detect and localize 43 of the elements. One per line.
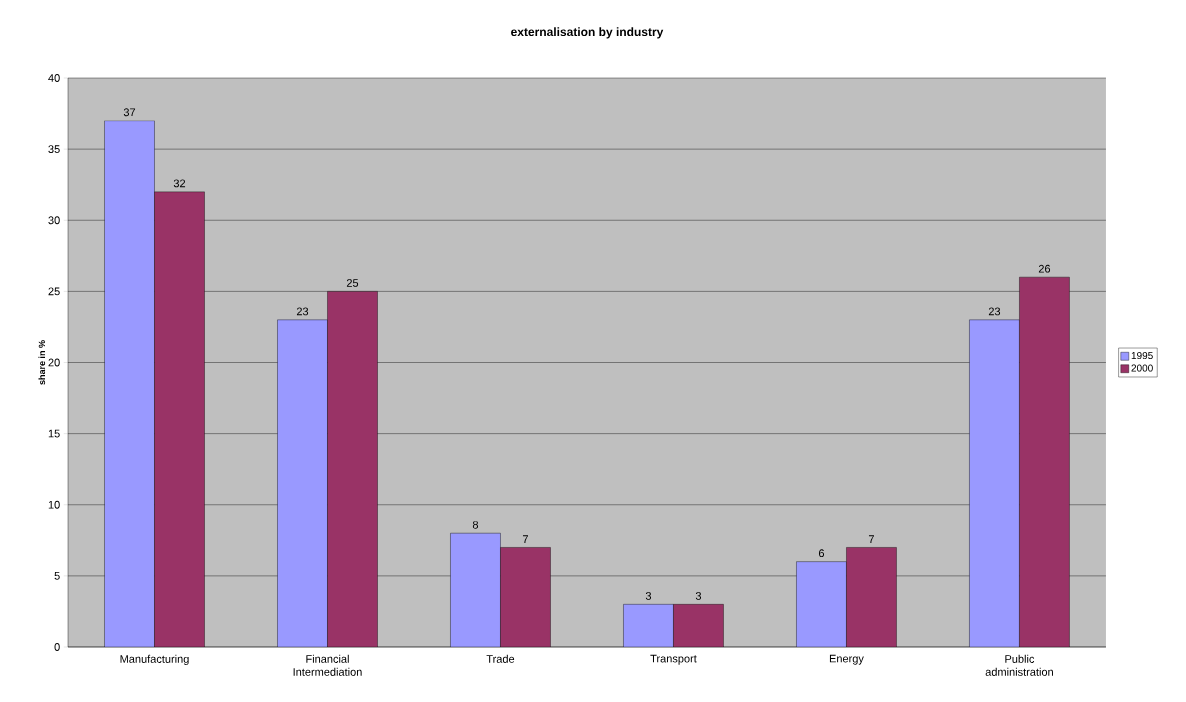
bar	[450, 533, 501, 647]
y-tick-label: 5	[54, 572, 60, 580]
data-label: 32	[173, 179, 186, 188]
bar	[154, 191, 205, 647]
bar	[969, 319, 1020, 647]
data-label: 37	[123, 108, 136, 117]
data-label: 23	[296, 307, 309, 316]
y-tick-label: 35	[48, 145, 60, 154]
chart-title: externalisation by industry	[511, 27, 664, 39]
bar	[623, 604, 674, 647]
x-tick-label: Transport	[650, 654, 697, 665]
y-tick-label: 15	[48, 429, 60, 438]
data-label: 3	[695, 592, 702, 600]
y-tick-label: 30	[48, 216, 60, 225]
data-label: 6	[818, 549, 825, 558]
bar	[673, 604, 724, 647]
data-label: 7	[868, 535, 874, 543]
x-tick-label: Financial Intermediation	[293, 654, 362, 676]
data-label: 26	[1038, 264, 1051, 273]
y-tick-label: 20	[48, 358, 60, 367]
y-tick-label: 25	[48, 287, 60, 296]
y-tick-label: 0	[54, 643, 60, 651]
bar	[796, 561, 847, 647]
legend-label: 2000	[1131, 364, 1153, 372]
bar	[104, 120, 155, 647]
data-label: 3	[645, 592, 652, 600]
bar	[846, 547, 897, 647]
x-tick-label: Energy	[829, 654, 864, 665]
y-tick-label: 40	[48, 74, 60, 82]
y-tick-label: 10	[48, 500, 60, 509]
data-label: 23	[988, 307, 1001, 316]
data-label: 8	[472, 520, 479, 529]
bar	[500, 547, 551, 647]
bar	[327, 291, 378, 647]
y-axis-title: share in %	[38, 340, 46, 385]
legend-label: 1995	[1131, 352, 1153, 360]
x-tick-label: Manufacturing	[120, 654, 189, 666]
x-tick-label: Public administration	[985, 654, 1053, 676]
x-tick-label: Trade	[486, 654, 515, 663]
bar	[1019, 276, 1070, 647]
data-label: 7	[522, 535, 528, 543]
bar	[277, 319, 328, 647]
data-label: 25	[346, 279, 359, 287]
